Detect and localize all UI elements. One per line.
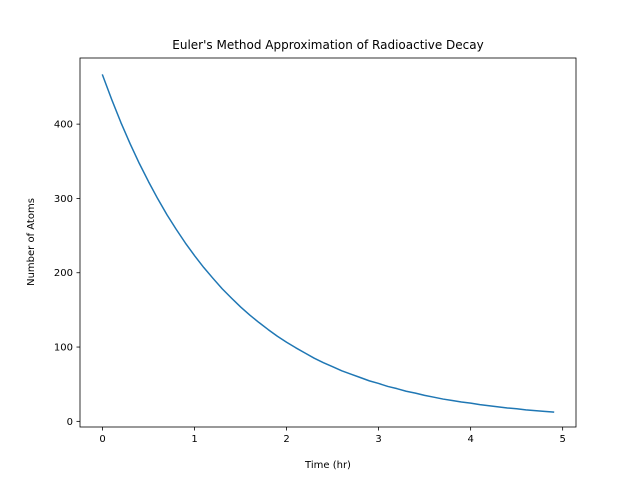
x-axis-label: Time (hr)	[304, 460, 351, 471]
x-tick-label: 2	[283, 434, 289, 445]
series-line-0	[101, 74, 555, 413]
plot-background	[80, 58, 576, 427]
y-tick-label: 100	[54, 343, 73, 354]
y-tick-label: 200	[54, 268, 73, 279]
y-axis: 0 100 200 300 400	[54, 120, 80, 428]
x-tick-label: 3	[375, 434, 381, 445]
chart-title: Euler's Method Approximation of Radioact…	[172, 38, 483, 52]
x-axis: 0 1 2 3 4 5	[99, 427, 566, 445]
plot-frame	[79, 57, 577, 428]
y-axis-label: Number of Atoms	[26, 198, 37, 286]
plot-area	[79, 57, 577, 428]
y-tick-label: 300	[54, 194, 73, 205]
y-tick-label: 400	[54, 120, 73, 131]
x-tick-label: 1	[191, 434, 197, 445]
x-tick-label: 4	[467, 434, 473, 445]
x-tick-label: 5	[559, 434, 565, 445]
x-tick-label: 0	[99, 434, 105, 445]
y-tick-label: 0	[67, 417, 73, 428]
